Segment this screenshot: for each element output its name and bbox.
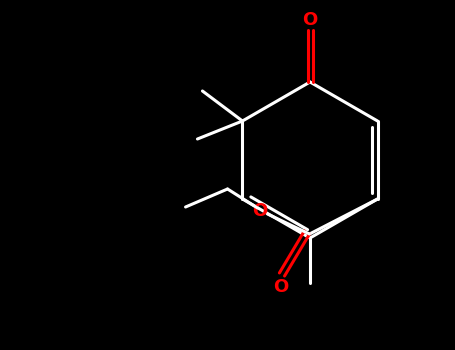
Text: O: O bbox=[252, 202, 267, 220]
Text: O: O bbox=[273, 278, 288, 296]
Text: O: O bbox=[303, 11, 318, 29]
